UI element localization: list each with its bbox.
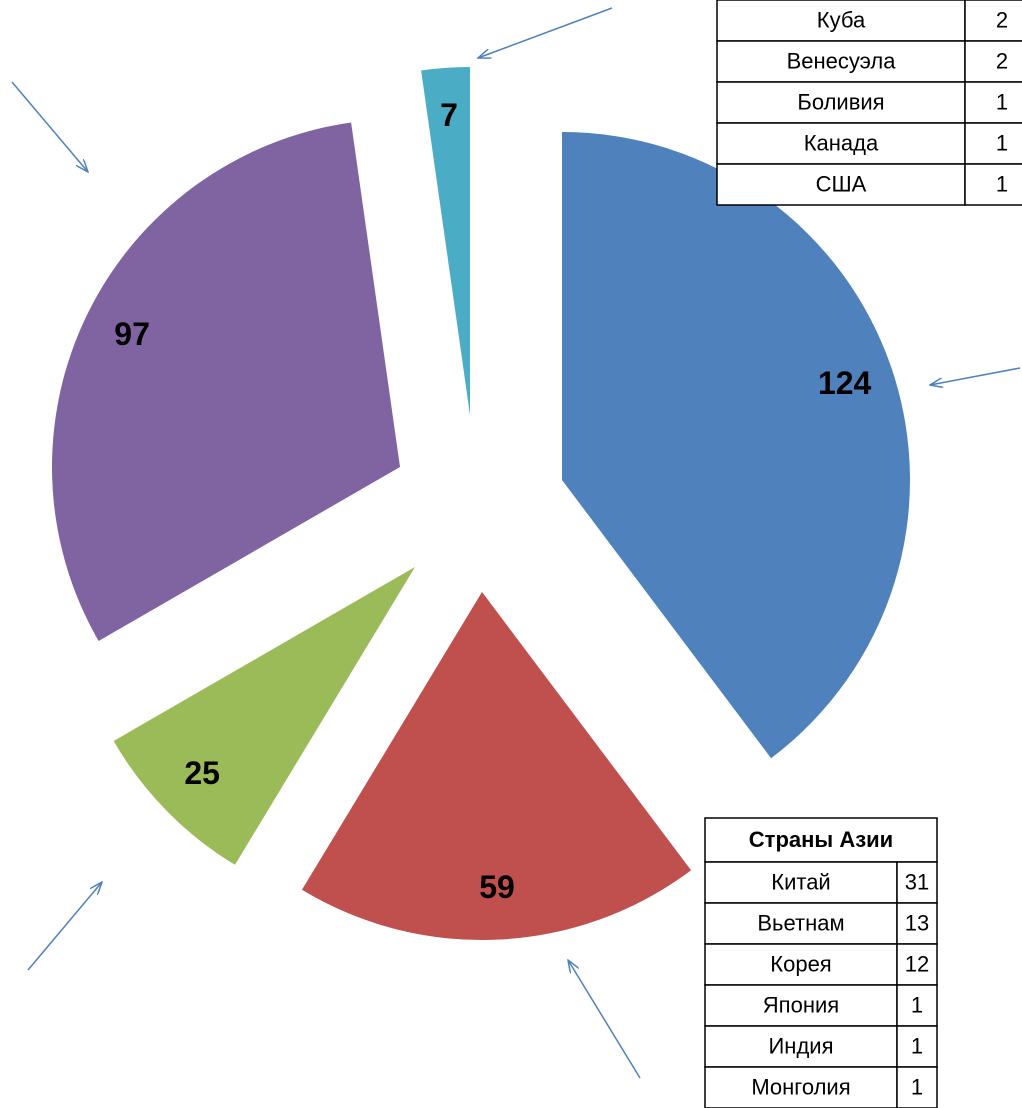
arrow xyxy=(478,7,613,58)
data-label: 7 xyxy=(440,97,458,133)
table-cell xyxy=(704,1066,898,1108)
table-text: Вьетнам xyxy=(757,910,844,935)
table-cell xyxy=(964,0,1022,42)
table-text: США xyxy=(816,171,867,196)
data-label: 25 xyxy=(184,755,220,791)
table-text: 2 xyxy=(996,48,1008,73)
data-label: 59 xyxy=(479,869,515,905)
table-text: 2 xyxy=(996,7,1008,32)
table-cell xyxy=(896,902,938,945)
table-cell xyxy=(896,984,938,1027)
arrows xyxy=(11,7,1021,1079)
table-text: 1 xyxy=(911,992,923,1017)
pie-slice xyxy=(113,567,415,865)
arrow xyxy=(568,960,641,1079)
table-text: 1 xyxy=(996,89,1008,114)
table-text: Канада xyxy=(804,130,879,155)
table-text: Китай xyxy=(771,869,830,894)
pie-slice xyxy=(301,592,692,940)
table-cell xyxy=(704,861,898,904)
table-cell xyxy=(704,817,938,863)
table-cell xyxy=(896,1066,938,1108)
table-cell xyxy=(896,861,938,904)
table-text: Венесуэла xyxy=(787,48,897,73)
arrow xyxy=(930,367,1021,385)
pie-slice xyxy=(421,67,470,415)
data-label: 124 xyxy=(818,365,872,401)
table-header: Страны Азии xyxy=(749,827,893,852)
table-text: 1 xyxy=(996,130,1008,155)
table-cell xyxy=(964,40,1022,83)
table-cell xyxy=(964,122,1022,165)
table-text: 13 xyxy=(905,910,929,935)
table-text: Япония xyxy=(763,992,839,1017)
table-text: 12 xyxy=(905,951,929,976)
pie-slice xyxy=(562,132,911,759)
arrow xyxy=(27,882,102,971)
table-text: Боливия xyxy=(797,89,884,114)
table-cell xyxy=(704,943,898,986)
table-cell xyxy=(964,163,1022,206)
table-cell xyxy=(716,0,966,42)
table-text: Монголия xyxy=(751,1074,850,1099)
table-text: Корея xyxy=(770,951,831,976)
arrow xyxy=(11,81,88,172)
table-text: 1 xyxy=(911,1033,923,1058)
pie-slice xyxy=(51,122,400,642)
table-text: Куба xyxy=(817,7,866,32)
table-text: Индия xyxy=(768,1033,833,1058)
table-cell xyxy=(964,81,1022,124)
table-cell xyxy=(704,1025,898,1068)
table-text: 1 xyxy=(911,1074,923,1099)
table-text: 31 xyxy=(905,869,929,894)
data-label: 97 xyxy=(114,316,150,352)
table-text: 1 xyxy=(996,171,1008,196)
